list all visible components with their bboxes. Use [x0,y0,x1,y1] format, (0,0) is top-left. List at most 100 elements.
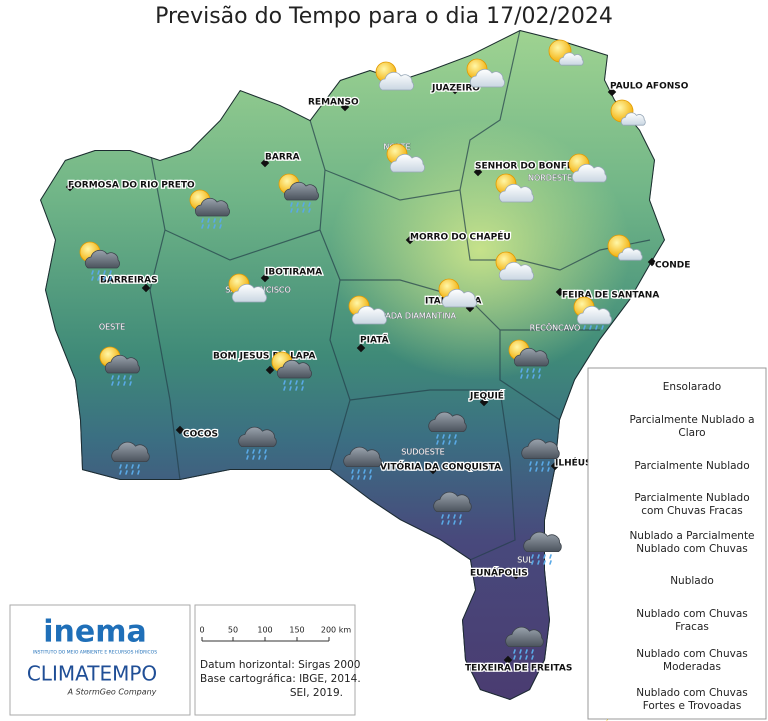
scale-label: 200 km [321,626,351,635]
region-label: NORDESTE [528,174,572,183]
rain-drop [535,461,538,466]
rain-drop [258,455,261,460]
cloud [389,153,425,173]
city-marker [175,425,185,435]
rain-drop [529,461,532,466]
rain-drop [123,381,126,386]
datum-line: Base cartográfica: IBGE, 2014. [200,673,361,685]
cloud [84,249,120,269]
city-label: FEIRA DE SANTANA [562,291,659,301]
rain-drop [246,455,249,460]
datum-line: SEI, 2019. [290,687,343,699]
rain-drop [137,470,140,475]
rain-drop [219,224,222,229]
rain-drop [351,475,354,480]
cloud [433,491,472,512]
rain-drop [519,649,522,654]
rain-drop [131,470,134,475]
region-label: SUL [517,556,533,565]
rain-drop [436,440,439,445]
rain-drop [302,202,305,207]
rain-drop [111,375,114,380]
rain-drop [538,374,541,379]
rain-drop [137,464,140,469]
rain-drop [547,461,550,466]
legend-label: Parcialmente Nublado com Chuvas Fracas [634,492,750,517]
city-marker [265,365,275,375]
cloud [620,112,646,126]
rain-drop [308,202,311,207]
rain-drop [97,276,100,281]
weather-icon [607,234,643,261]
rain-drop [129,375,132,380]
city-label: CONDE [655,261,690,271]
weather-icon [189,189,230,229]
datum-line: Datum horizontal: Sirgas 2000 [200,659,360,671]
scale-label: 150 [289,626,304,635]
inema-subtitle: INSTITUTO DO MEIO AMBIENTE E RECURSOS HÍ… [33,649,157,656]
legend-label: Nublado com Chuvas Moderadas [636,648,748,673]
cloud [238,426,277,447]
cloud [617,247,643,261]
city-marker [473,167,483,177]
rain-drop [526,368,529,373]
legend-box [587,367,767,720]
city-marker [511,570,521,580]
legend-label: Nublado com Chuvas Fracas [636,608,748,633]
rain-drop [454,440,457,445]
rain-drop [103,270,106,275]
rain-drop [302,208,305,213]
rain-drop [357,475,360,480]
weather-icon [495,251,534,281]
rain-drop [290,202,293,207]
rain-drop [532,374,535,379]
rain-drop [589,325,592,330]
rain-drop [537,560,540,565]
weather-icon [386,143,425,173]
rain-drop [308,208,311,213]
rain-drop [538,368,541,373]
rain-drop [252,449,255,454]
rain-drop [531,554,534,559]
rain-drop [252,455,255,460]
rain-drop [513,649,516,654]
city-marker [65,182,75,192]
rain-drop [447,520,450,525]
inema-logo: inema [43,615,147,650]
rain-drop [213,224,216,229]
rain-drop [531,560,534,565]
weather-icon [428,411,467,445]
rain-drop [283,386,286,391]
weather-icon [523,531,562,565]
city-marker [356,343,366,353]
rain-drop [123,375,126,380]
cloud [378,71,414,91]
rain-drop [301,386,304,391]
rain-drop [283,380,286,385]
city-label: TEIXEIRA DE FREITAS [465,664,572,674]
title: Previsão do Tempo para o dia 17/02/2024 [155,4,613,29]
rain-drop [541,461,544,466]
weather-icon [99,346,140,386]
rain-drop [549,554,552,559]
rain-drop [369,469,372,474]
icons [79,39,646,721]
weather-icon [568,153,607,183]
region-label: CHAPADA DIAMANTINA [364,312,456,321]
rain-drop [441,520,444,525]
rain-drop [526,374,529,379]
rain-drop [109,276,112,281]
rain-drop [448,440,451,445]
weather-icon [505,626,544,660]
rain-drop [531,655,534,660]
rain-drop [103,276,106,281]
city-label: BOM JESUS DA LAPA [213,352,316,362]
rain-drop [109,270,112,275]
rain-drop [301,380,304,385]
weather-icon [610,99,646,126]
cloud [576,305,612,325]
cloud [276,359,312,379]
city-label: FORMOSA DO RIO PRETO [68,181,195,191]
